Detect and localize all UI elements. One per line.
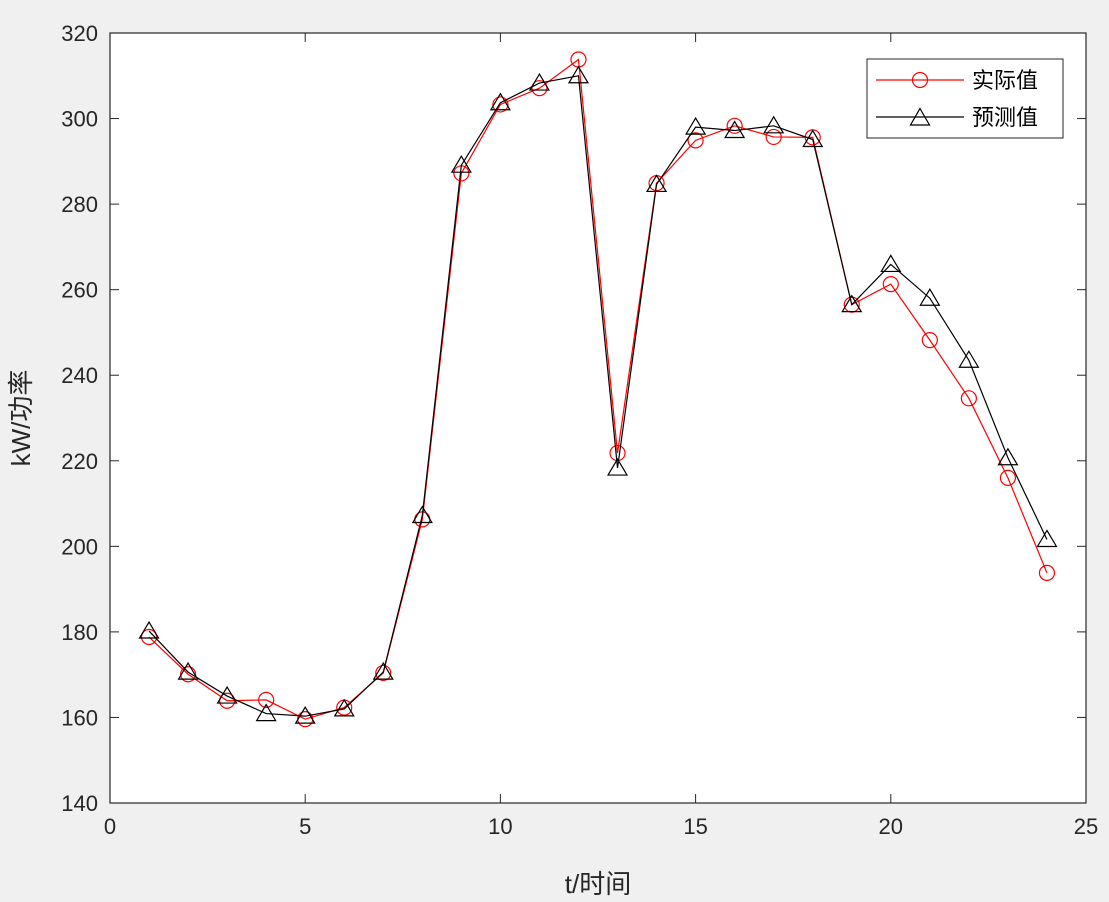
x-tick-label: 5 [299, 814, 311, 839]
data-point-predicted [177, 661, 199, 680]
legend-label-predicted: 预测值 [972, 105, 1038, 130]
y-tick-label: 260 [61, 278, 98, 303]
data-point-predicted [606, 457, 629, 476]
y-axis-label: kW/功率 [6, 370, 36, 467]
legend-label-actual: 实际值 [972, 68, 1038, 93]
data-point-predicted [802, 129, 824, 148]
plot-frame [109, 32, 1087, 804]
data-point-predicted [646, 174, 668, 193]
data-point-actual [258, 691, 275, 709]
y-tick-label: 240 [61, 363, 98, 388]
y-tick-label: 220 [61, 449, 98, 474]
data-point-actual [609, 444, 626, 462]
legend: 实际值 预测值 [866, 58, 1064, 139]
y-tick-label: 200 [61, 534, 98, 559]
data-point-predicted [763, 115, 785, 134]
data-point-predicted [294, 705, 316, 724]
data-point-predicted [1036, 529, 1058, 548]
x-tick-label: 10 [488, 814, 512, 839]
x-tick-label: 20 [879, 814, 903, 839]
data-point-predicted [841, 294, 863, 313]
data-point-actual [726, 117, 743, 134]
plot-area [110, 33, 1086, 803]
y-tick-label: 140 [61, 791, 98, 816]
data-point-predicted [255, 703, 277, 722]
data-point-actual [921, 332, 938, 349]
data-point-actual [999, 469, 1017, 486]
data-point-actual [492, 96, 509, 113]
data-point-predicted [411, 505, 433, 524]
legend-box [866, 58, 1064, 139]
data-point-predicted [138, 620, 160, 639]
data-point-predicted [489, 92, 511, 111]
y-tick-label: 160 [61, 705, 98, 730]
y-tick-label: 300 [61, 107, 98, 132]
data-point-predicted [724, 120, 746, 139]
data-point-actual [179, 666, 197, 683]
data-point-predicted [333, 698, 355, 717]
legend-marker-predicted [909, 107, 931, 126]
data-point-predicted [567, 65, 590, 84]
data-point-predicted [528, 72, 550, 91]
data-point-actual [531, 80, 548, 97]
data-point-actual [375, 664, 392, 682]
data-point-predicted [372, 661, 394, 680]
data-point-predicted [880, 254, 902, 273]
x-tick-label: 15 [683, 814, 707, 839]
data-point-actual [765, 128, 782, 146]
data-point-actual [960, 390, 977, 407]
y-tick-label: 180 [61, 620, 98, 645]
data-point-actual [140, 628, 158, 646]
ticks-layer: 0 5 10 15 20 25 140 160 180 200 220 240 260 280 300 320 [61, 21, 1098, 839]
data-point-actual [1038, 564, 1056, 581]
data-point-predicted [997, 447, 1019, 466]
y-tick-label: 280 [61, 192, 98, 217]
x-axis-label: t/时间 [565, 869, 631, 899]
data-point-actual [882, 276, 899, 293]
legend-marker-actual [911, 71, 929, 89]
data-point-predicted [919, 288, 941, 306]
series-line-predicted [148, 75, 1048, 717]
y-tick-label: 320 [61, 21, 98, 46]
data-point-predicted [958, 350, 980, 368]
data-point-predicted [216, 685, 238, 704]
x-tick-label: 0 [104, 814, 116, 839]
series-layer [138, 51, 1058, 728]
data-point-predicted [685, 116, 707, 135]
x-tick-label: 25 [1074, 814, 1098, 839]
data-point-actual [687, 132, 704, 149]
data-point-predicted [450, 155, 472, 173]
